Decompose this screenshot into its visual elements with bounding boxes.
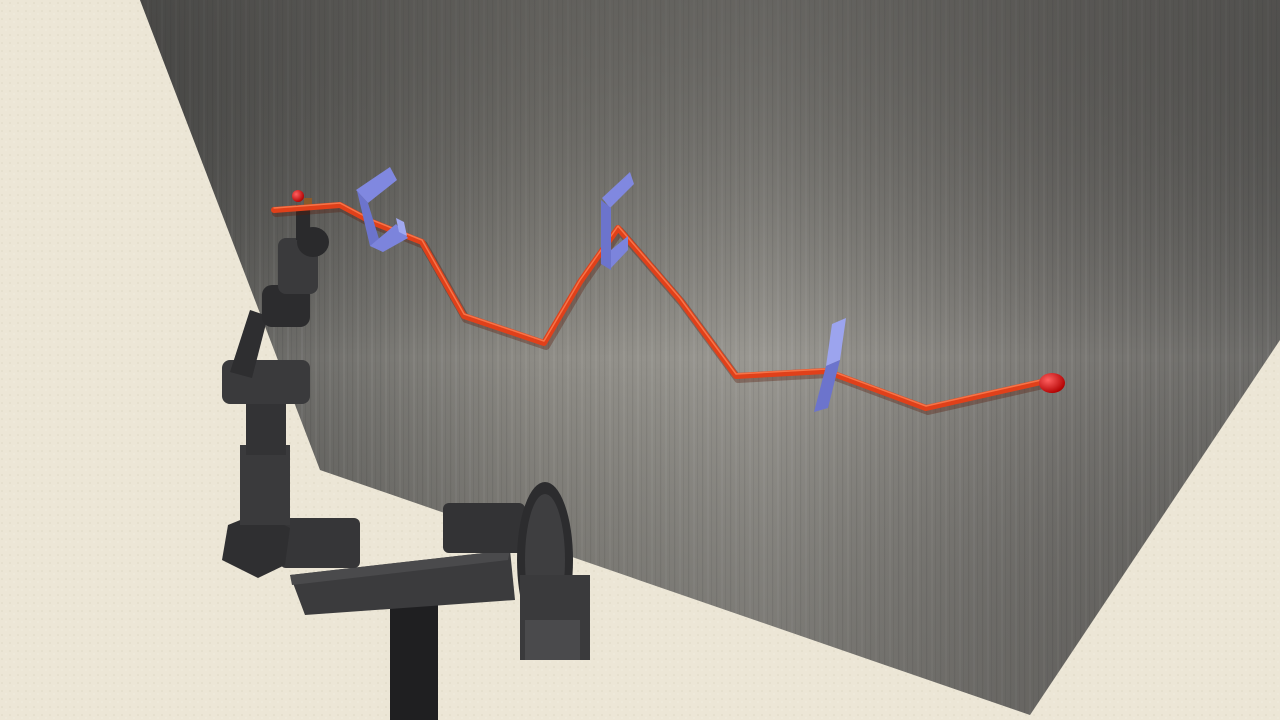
- clip-3: [814, 318, 846, 412]
- robot-link-upper: [240, 445, 290, 525]
- robot-base-top: [290, 550, 510, 585]
- robot-link-wrist: [230, 310, 268, 378]
- robot-joint-shoulder: [443, 503, 525, 553]
- robot-joint-wrist-2: [262, 285, 310, 327]
- wall-shading: [140, 0, 1280, 715]
- robot-arm: [222, 198, 590, 720]
- robot-gripper: [296, 205, 310, 240]
- robot-joint-elbow-1: [280, 518, 360, 568]
- robot-bracket-face: [525, 620, 580, 660]
- cable-end-marker: [1039, 373, 1065, 393]
- robot-joint-elbow-2: [222, 512, 290, 578]
- robot-base: [290, 550, 515, 615]
- robot-gripper-tip: [304, 198, 312, 208]
- clip-1: [356, 167, 408, 252]
- robot-link-mid: [246, 395, 286, 455]
- clip-2: [601, 172, 634, 270]
- robot-pedestal-pole: [390, 600, 438, 720]
- cable-start-marker: [292, 190, 304, 202]
